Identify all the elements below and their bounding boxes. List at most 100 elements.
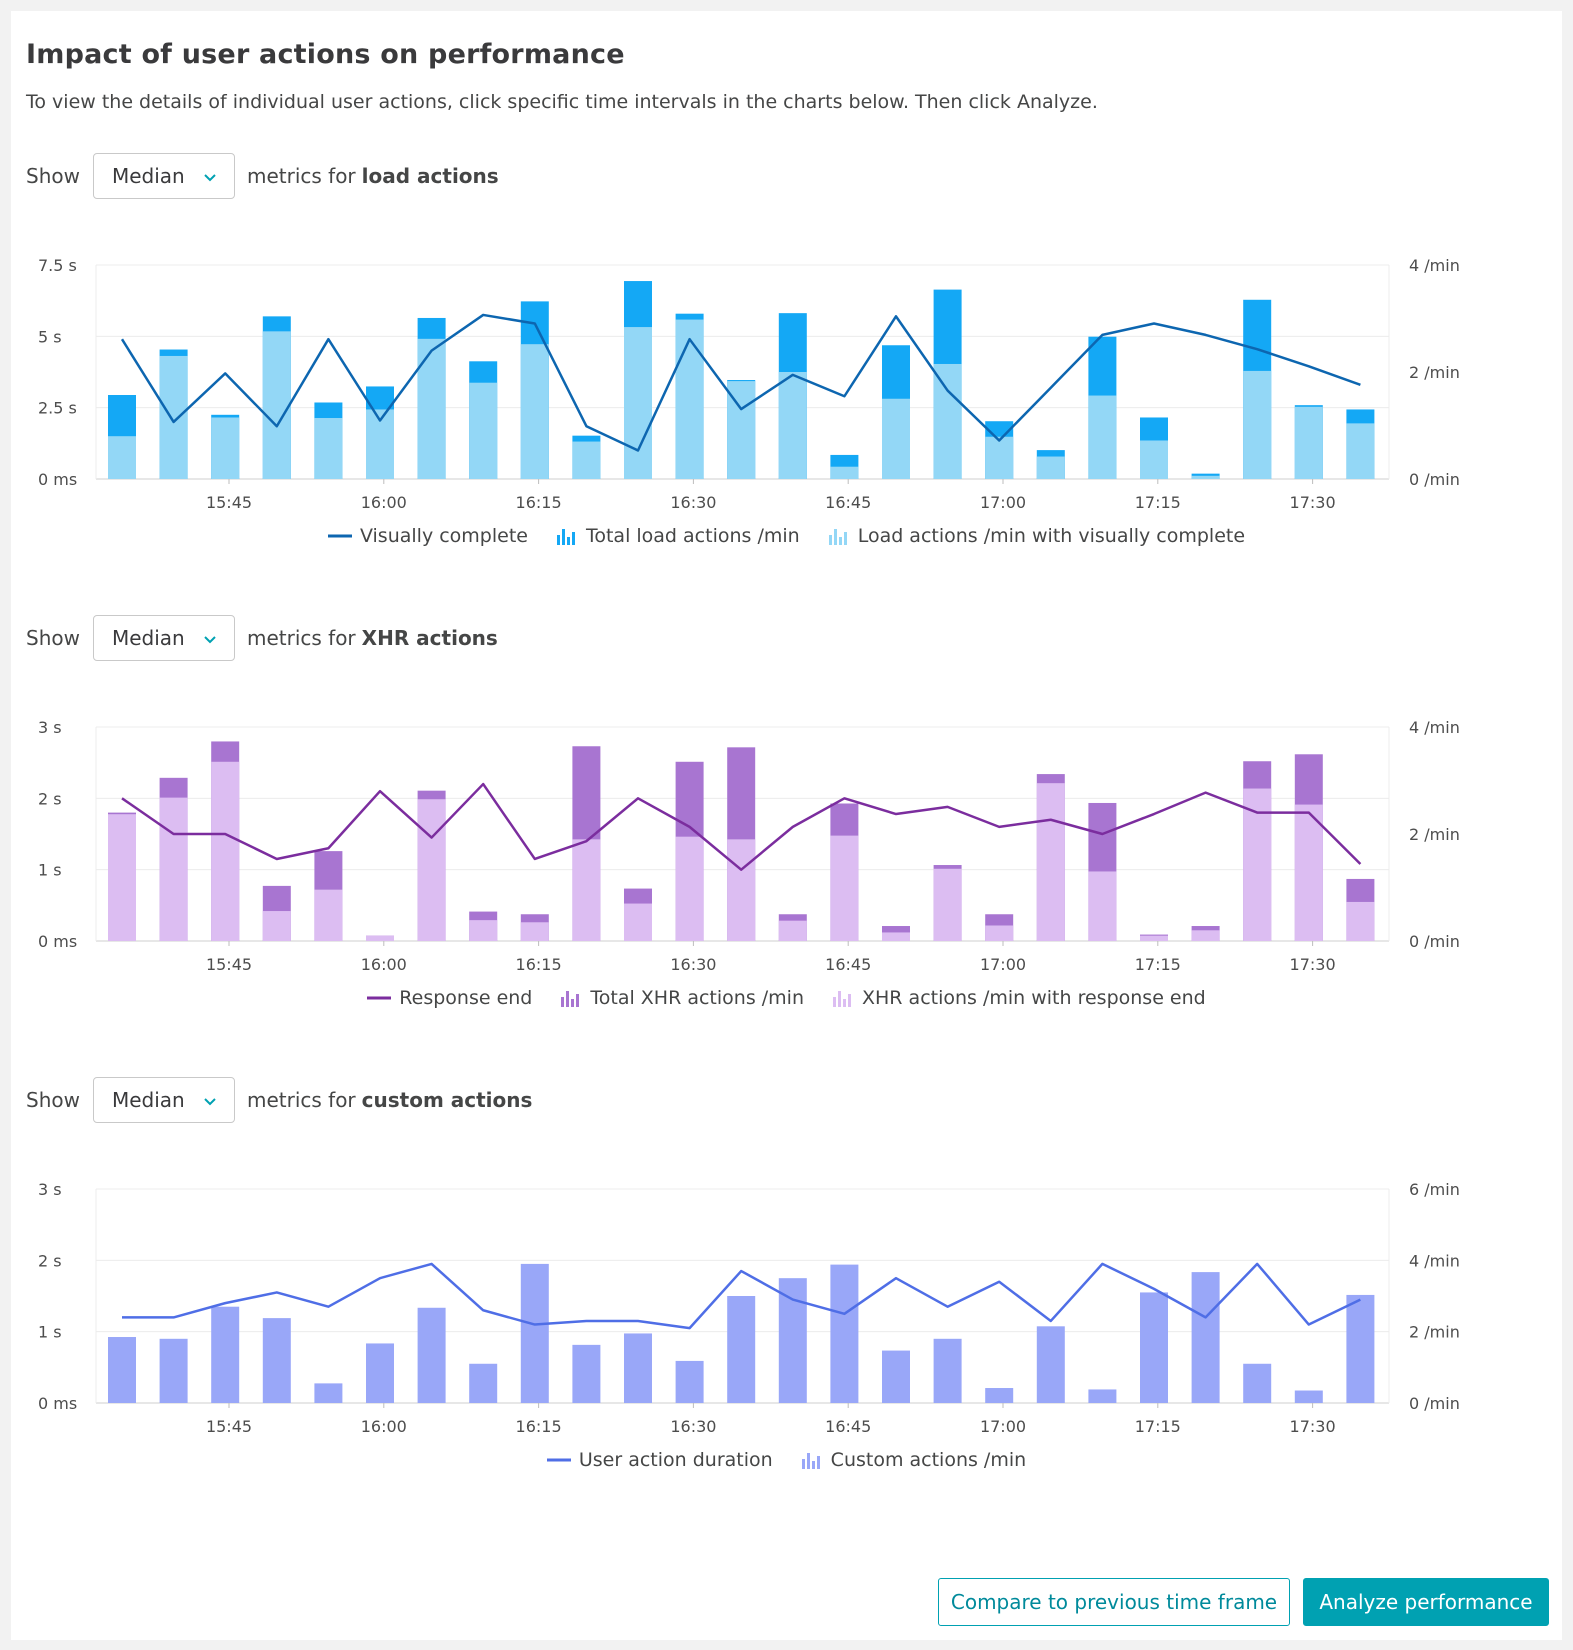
y-left-tick: 1 s [38, 861, 62, 880]
legend-item-total[interactable]: Total load actions /min [556, 525, 800, 547]
bar-chart-icon [561, 991, 580, 1007]
bar-subset[interactable] [417, 338, 446, 479]
bar-total[interactable] [933, 1338, 962, 1403]
bar-subset[interactable] [882, 398, 910, 479]
bar-subset[interactable] [675, 319, 704, 479]
load-chart-legend: Visually complete Total load actions /mi… [11, 521, 1562, 551]
bar-subset[interactable] [1243, 788, 1272, 941]
bar-subset[interactable] [211, 417, 240, 479]
load-actions-chart[interactable]: 0 ms 2.5 s 5 s 7.5 s 0 /min 2 /min 4 /min 15:45… [11, 241, 1562, 512]
x-tick-label: 15:45 [206, 955, 252, 974]
xhr-metric-select[interactable]: Median [92, 615, 235, 661]
bar-subset[interactable] [985, 436, 1014, 479]
bar-subset[interactable] [520, 922, 549, 941]
bar-total[interactable] [985, 1388, 1014, 1403]
bar-subset[interactable] [262, 331, 291, 479]
bar-total[interactable] [469, 1363, 498, 1403]
bar-total[interactable] [108, 1337, 136, 1403]
bar-subset[interactable] [159, 355, 188, 479]
bar-subset[interactable] [1088, 871, 1117, 941]
bar-total[interactable] [366, 1343, 394, 1403]
bar-subset[interactable] [1294, 406, 1323, 479]
bar-subset[interactable] [262, 911, 291, 941]
bar-subset[interactable] [933, 363, 962, 479]
bar-subset[interactable] [572, 441, 601, 479]
bar-subset[interactable] [1191, 930, 1220, 941]
bar-subset[interactable] [366, 935, 394, 941]
bar-subset[interactable] [830, 466, 859, 479]
compare-previous-button[interactable]: Compare to previous time frame [938, 1578, 1290, 1626]
bar-total[interactable] [211, 1306, 240, 1403]
bar-total[interactable] [882, 1350, 910, 1403]
bar-subset[interactable] [159, 797, 188, 941]
xhr-actions-chart[interactable]: 0 ms 1 s 2 s 3 s 0 /min 2 /min 4 /min 15:45 16:0… [11, 703, 1562, 974]
bar-total[interactable] [314, 1383, 343, 1403]
bar-total[interactable] [1140, 1292, 1168, 1403]
bar-subset[interactable] [1140, 935, 1168, 941]
bar-total[interactable] [727, 1296, 756, 1403]
bar-subset[interactable] [675, 836, 704, 941]
bar-subset[interactable] [1036, 783, 1065, 941]
y-right-tick: 4 /min [1409, 718, 1460, 737]
bar-total[interactable] [572, 1344, 601, 1403]
custom-actions-chart[interactable]: 0 ms 1 s 2 s 3 s 0 /min 2 /min 4 /min 6 /min 15:… [11, 1165, 1562, 1436]
bar-total[interactable] [520, 1263, 549, 1403]
analyze-performance-button[interactable]: Analyze performance [1303, 1578, 1549, 1626]
bar-subset[interactable] [1294, 804, 1323, 941]
bar-subset[interactable] [314, 889, 343, 941]
custom-metric-select[interactable]: Median [92, 1077, 235, 1123]
bar-total[interactable] [1191, 1272, 1220, 1403]
bar-subset[interactable] [1346, 423, 1375, 479]
bar-total[interactable] [1346, 1294, 1375, 1403]
bar-subset[interactable] [882, 932, 910, 941]
legend-item-line[interactable]: Visually complete [327, 525, 528, 547]
bar-subset[interactable] [469, 920, 498, 941]
legend-label: Total load actions /min [585, 525, 800, 547]
bar-total[interactable] [1088, 1389, 1117, 1403]
bar-subset[interactable] [1243, 370, 1272, 479]
legend-item-subset[interactable]: XHR actions /min with response end [832, 987, 1206, 1009]
bar-subset[interactable] [624, 903, 652, 941]
bar-subset[interactable] [1346, 901, 1375, 941]
bar-subset[interactable] [108, 814, 136, 941]
bar-total[interactable] [262, 1318, 291, 1403]
bar-subset[interactable] [314, 418, 343, 479]
y-left-tick: 0 ms [38, 470, 77, 489]
bar-subset[interactable] [469, 382, 498, 479]
bar-total[interactable] [159, 1338, 188, 1403]
bar-subset[interactable] [211, 761, 240, 941]
bar-total[interactable] [675, 1360, 704, 1403]
x-tick-label: 16:45 [825, 493, 871, 512]
legend-item-line[interactable]: Response end [367, 987, 532, 1009]
bar-total[interactable] [778, 1278, 807, 1403]
bar-subset[interactable] [108, 436, 136, 479]
y-left-tick: 2 s [38, 789, 62, 808]
bar-subset[interactable] [778, 920, 807, 941]
bar-subset[interactable] [1036, 456, 1065, 479]
bar-subset[interactable] [520, 344, 549, 479]
bar-subset[interactable] [1191, 475, 1220, 479]
bar-subset[interactable] [933, 868, 962, 941]
bar-subset[interactable] [1088, 395, 1117, 479]
legend-item-total[interactable]: Total XHR actions /min [560, 987, 804, 1009]
bar-subset[interactable] [624, 327, 652, 479]
bar-subset[interactable] [830, 835, 859, 941]
bar-total[interactable] [624, 1333, 652, 1403]
legend-item-line[interactable]: User action duration [546, 1449, 773, 1471]
bar-subset[interactable] [1140, 440, 1168, 479]
bar-subset[interactable] [985, 925, 1014, 941]
bar-total[interactable] [1036, 1326, 1065, 1403]
bar-subset[interactable] [417, 799, 446, 941]
legend-item-bars[interactable]: Custom actions /min [801, 1449, 1026, 1471]
bar-total[interactable] [417, 1307, 446, 1403]
bar-total[interactable] [1294, 1390, 1323, 1403]
bar-subset[interactable] [572, 839, 601, 941]
load-metric-select[interactable]: Median [92, 153, 235, 199]
series-line [122, 1262, 1361, 1330]
x-tick-label: 16:45 [825, 955, 871, 974]
legend-item-subset[interactable]: Load actions /min with visually complete [828, 525, 1245, 547]
bar-subset[interactable] [727, 839, 756, 941]
bar-total[interactable] [1243, 1363, 1272, 1403]
bar-subset[interactable] [778, 372, 807, 479]
bar-total[interactable] [830, 1264, 859, 1403]
